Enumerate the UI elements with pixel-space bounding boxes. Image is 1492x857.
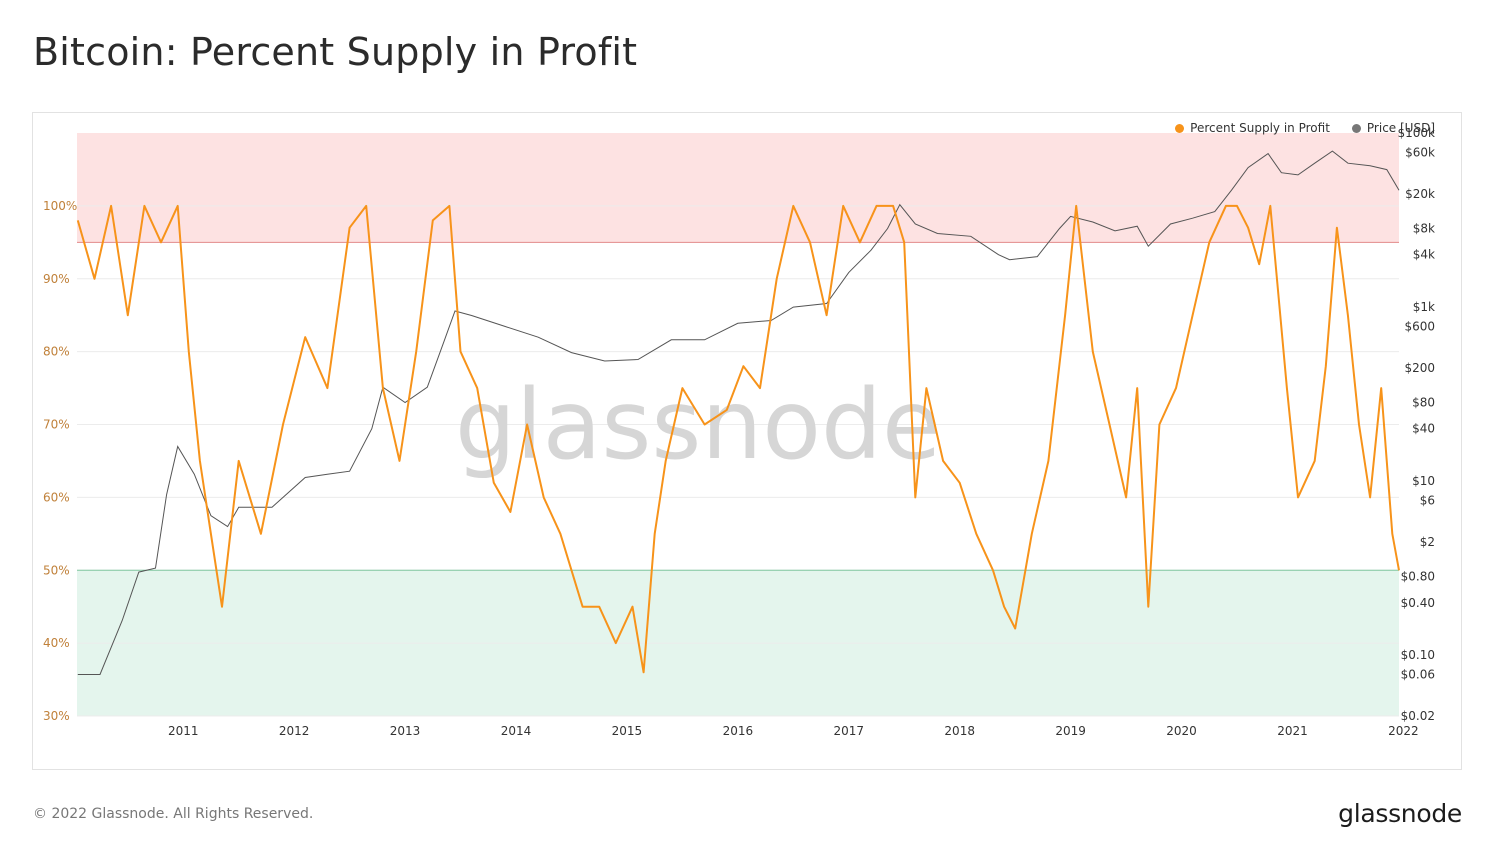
legend-dot-gray bbox=[1351, 123, 1361, 133]
y-right-tick-label: $4k bbox=[1413, 248, 1435, 262]
y-left-tick-label: 50% bbox=[43, 563, 70, 577]
y-right-tick-label: $6 bbox=[1420, 493, 1435, 507]
y-right-tick-label: $8k bbox=[1413, 221, 1435, 235]
page-title: Bitcoin: Percent Supply in Profit bbox=[33, 30, 638, 74]
legend-label: Percent Supply in Profit bbox=[1190, 121, 1330, 135]
x-tick-label: 2022 bbox=[1388, 724, 1419, 738]
y-right-tick-label: $200 bbox=[1404, 361, 1435, 375]
y-right-tick-label: $10 bbox=[1412, 474, 1435, 488]
x-tick-label: 2018 bbox=[944, 724, 975, 738]
x-tick-label: 2013 bbox=[390, 724, 421, 738]
x-tick-label: 2017 bbox=[834, 724, 865, 738]
percent-supply-in-profit-line bbox=[76, 204, 1400, 674]
chart-svg: glassnode30%40%50%60%70%80%90%100%$0.02$… bbox=[43, 126, 1436, 738]
y-right-tick-label: $80 bbox=[1412, 396, 1435, 410]
x-tick-label: 2012 bbox=[279, 724, 310, 738]
x-tick-label: 2019 bbox=[1055, 724, 1086, 738]
y-right-tick-label: $0.40 bbox=[1401, 596, 1435, 610]
y-left-tick-label: 60% bbox=[43, 490, 70, 504]
legend-item-supply-profit[interactable]: Percent Supply in Profit bbox=[1175, 121, 1330, 135]
y-left-tick-label: 80% bbox=[43, 345, 70, 359]
legend-dot-orange bbox=[1175, 123, 1185, 133]
y-left-tick-label: 70% bbox=[43, 418, 70, 432]
chart-legend: Percent Supply in Profit Price [USD] bbox=[1175, 121, 1435, 135]
y-left-tick-label: 100% bbox=[43, 199, 77, 213]
legend-item-price[interactable]: Price [USD] bbox=[1351, 121, 1435, 135]
y-right-tick-label: $0.02 bbox=[1401, 709, 1435, 723]
chart-frame: glassnode 30% 40% 50% 60% 70% 80% 90% 100% $0.02 $… bbox=[32, 112, 1462, 770]
y-right-tick-label: $60k bbox=[1405, 145, 1435, 159]
y-right-tick-label: $40 bbox=[1412, 422, 1435, 436]
x-tick-label: 2014 bbox=[501, 724, 532, 738]
glassnode-logo[interactable]: glassnode bbox=[1338, 799, 1462, 828]
y-right-tick-label: $20k bbox=[1405, 187, 1435, 201]
overbought-band bbox=[77, 133, 1399, 243]
x-tick-label: 2011 bbox=[168, 724, 199, 738]
y-right-tick-label: $0.06 bbox=[1401, 667, 1435, 681]
x-tick-label: 2016 bbox=[723, 724, 754, 738]
x-tick-label: 2015 bbox=[612, 724, 643, 738]
y-left-tick-label: 40% bbox=[43, 636, 70, 650]
copyright-text: © 2022 Glassnode. All Rights Reserved. bbox=[33, 806, 314, 822]
x-tick-label: 2021 bbox=[1277, 724, 1308, 738]
y-left-tick-label: 90% bbox=[43, 272, 70, 286]
y-right-tick-label: $100k bbox=[1398, 126, 1436, 140]
x-tick-label: 2020 bbox=[1166, 724, 1197, 738]
y-right-tick-label: $1k bbox=[1413, 300, 1435, 314]
y-right-tick-label: $0.80 bbox=[1401, 570, 1435, 584]
y-right-tick-label: $600 bbox=[1404, 319, 1435, 333]
y-right-tick-label: $2 bbox=[1420, 535, 1435, 549]
legend-label: Price [USD] bbox=[1366, 121, 1435, 135]
y-right-tick-label: $0.10 bbox=[1401, 648, 1435, 662]
y-left-tick-label: 30% bbox=[43, 709, 70, 723]
price-usd-line bbox=[77, 150, 1400, 675]
